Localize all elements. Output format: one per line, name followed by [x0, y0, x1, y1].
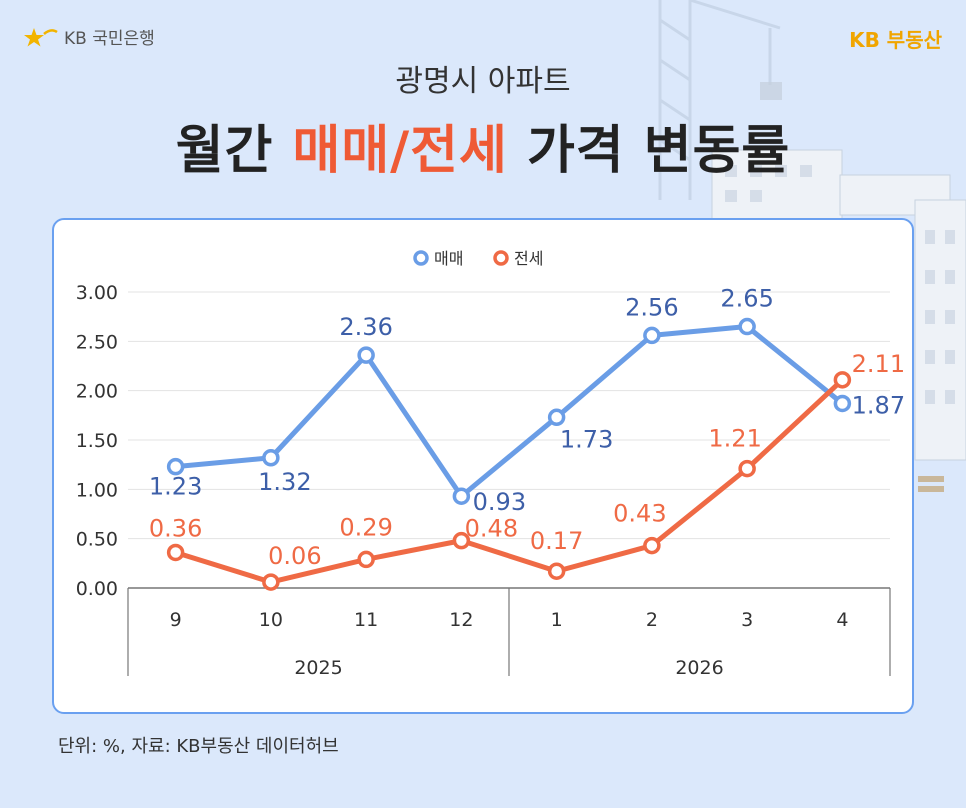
data-point [166, 457, 185, 476]
brand-logo-kb: KB [849, 28, 880, 52]
data-label: 2.36 [339, 313, 392, 341]
x-group-label: 2025 [294, 657, 342, 679]
data-label: 2.11 [852, 350, 905, 378]
y-tick-label: 0.50 [76, 529, 118, 551]
x-tick-label: 3 [741, 609, 753, 631]
data-label: 0.36 [149, 514, 202, 542]
y-tick-label: 1.50 [76, 430, 118, 452]
y-tick-label: 2.00 [76, 381, 118, 403]
data-label: 0.17 [530, 527, 583, 555]
x-tick-label: 4 [836, 609, 848, 631]
x-tick-label: 10 [259, 609, 283, 631]
data-point [643, 536, 661, 555]
data-point [833, 371, 852, 389]
data-label: 2.56 [625, 293, 678, 321]
legend-marker [493, 250, 509, 266]
data-label: 0.48 [465, 515, 518, 543]
data-label: 1.73 [560, 425, 613, 453]
data-point [833, 394, 852, 413]
series-line [173, 377, 845, 585]
legend-label: 전세 [514, 249, 543, 268]
data-point [643, 326, 661, 345]
title-highlight: 매매/전세 [292, 121, 508, 181]
page-title: 월간 매매/전세 가격 변동률 [0, 108, 966, 183]
data-point [452, 487, 471, 505]
brand-logo-text: 부동산 [886, 28, 942, 52]
y-tick-label: 3.00 [76, 282, 118, 304]
title-part-2: 가격 변동률 [507, 121, 791, 181]
data-point [738, 459, 756, 478]
y-tick-label: 2.50 [76, 331, 118, 353]
data-label: 0.43 [613, 500, 666, 528]
x-tick-label: 11 [354, 609, 378, 631]
data-label: 0.06 [268, 542, 321, 570]
kb-star-icon [24, 27, 58, 46]
data-label: 0.93 [473, 488, 526, 516]
y-tick-label: 0.00 [76, 578, 118, 600]
x-tick-label: 9 [170, 609, 182, 631]
bank-logo-text: KB 국민은행 [64, 29, 155, 49]
x-group-label: 2026 [675, 657, 723, 679]
x-tick-label: 2 [646, 609, 658, 631]
data-label: 2.65 [720, 285, 773, 313]
line-chart: 0.00 0.50 1.00 1.50 2.00 2.50 3.00 2025 2026 9 10 1… [76, 249, 905, 679]
data-point [357, 550, 375, 569]
data-point [262, 573, 280, 591]
legend-label: 매매 [434, 249, 463, 268]
data-point [166, 543, 185, 562]
data-label: 1.21 [708, 425, 761, 453]
kb-kookmin-bank-logo: KB 국민은행 [24, 24, 155, 49]
x-tick-label: 12 [449, 609, 473, 631]
data-point [262, 449, 280, 467]
y-tick-label: 1.00 [76, 479, 118, 501]
x-tick-label: 1 [551, 609, 563, 631]
data-point [738, 317, 756, 336]
page-subtitle: 광명시 아파트 [395, 64, 571, 99]
data-point [547, 408, 566, 427]
kb-real-estate-logo: KB 부동산 [849, 24, 942, 53]
data-label: 1.87 [852, 391, 905, 419]
data-label: 1.32 [258, 468, 311, 496]
data-label: 0.29 [339, 513, 392, 541]
series-line [173, 324, 845, 499]
legend-marker [413, 250, 429, 266]
source-note: 단위: %, 자료: KB부동산 데이터허브 [58, 736, 339, 757]
data-point [547, 562, 566, 580]
data-point [452, 531, 471, 550]
data-point [357, 346, 375, 364]
title-part-1: 월간 [175, 121, 293, 181]
data-label: 1.23 [149, 473, 202, 501]
chart-card: 0.00 0.50 1.00 1.50 2.00 2.50 3.00 2025 2026 9 10 1… [52, 218, 914, 714]
